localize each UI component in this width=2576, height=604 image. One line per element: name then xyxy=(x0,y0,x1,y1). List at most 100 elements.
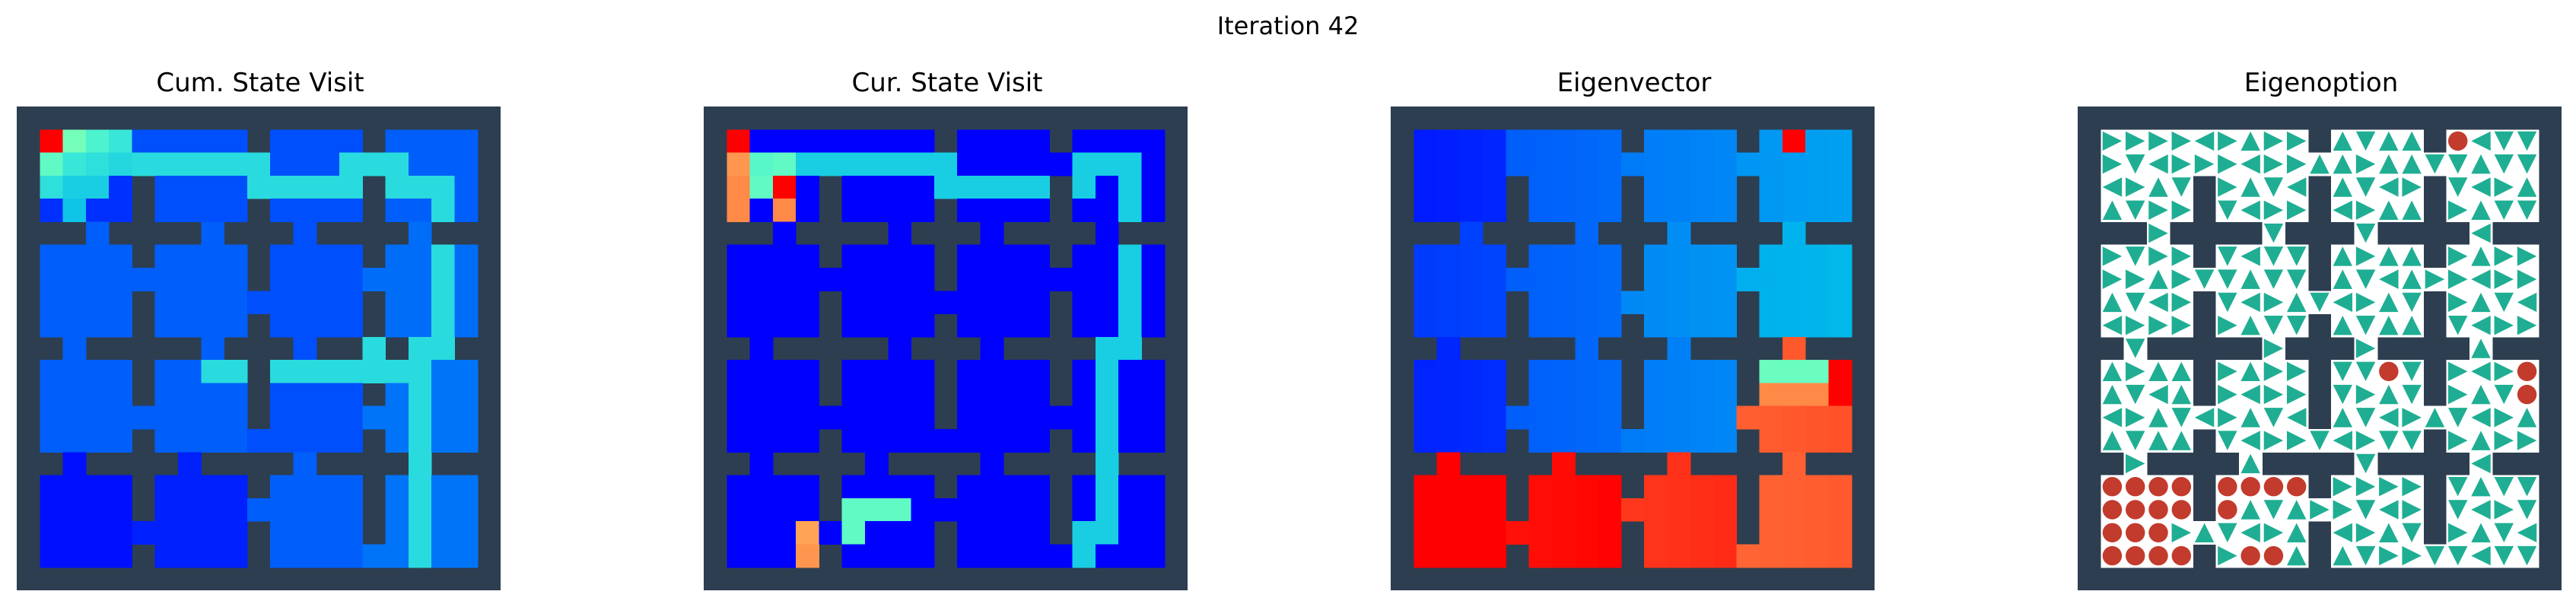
heat-cell xyxy=(865,498,889,522)
action-arrow xyxy=(2402,315,2422,335)
heat-cell xyxy=(1713,405,1737,430)
heat-cell xyxy=(1436,383,1461,407)
heat-cell xyxy=(1003,360,1027,384)
heat-cell xyxy=(1141,360,1166,384)
heat-cell xyxy=(40,475,64,499)
heat-cell xyxy=(1049,268,1073,291)
heat-cell xyxy=(1552,175,1576,199)
heat-cell xyxy=(1782,221,1806,246)
heat-cell xyxy=(1667,152,1691,176)
heat-cell xyxy=(1118,383,1143,407)
action-arrow xyxy=(2402,292,2422,313)
action-arrow xyxy=(2218,315,2237,335)
action-arrow xyxy=(2333,408,2353,428)
action-arrow xyxy=(2125,339,2145,358)
heat-cell xyxy=(362,268,386,291)
panel-title-eigenvector: Eigenvector xyxy=(1557,68,1712,98)
heat-cell xyxy=(1436,129,1461,154)
heat-cell xyxy=(85,291,110,315)
heat-cell xyxy=(749,336,774,361)
heat-cell xyxy=(1828,291,1852,315)
heat-cell xyxy=(1575,498,1599,522)
heat-cell xyxy=(408,244,432,269)
action-arrow xyxy=(2125,131,2145,151)
heat-cell xyxy=(980,129,1004,154)
heat-cell xyxy=(727,475,751,499)
heat-cell xyxy=(1828,244,1852,269)
action-arrow xyxy=(2333,200,2353,221)
heat-cell xyxy=(1713,244,1737,269)
heat-cell xyxy=(957,360,981,384)
heat-cell xyxy=(431,268,456,291)
action-arrow xyxy=(2355,292,2376,313)
heat-cell xyxy=(1003,268,1027,291)
heat-cell xyxy=(40,268,64,291)
heat-cell xyxy=(1828,268,1852,291)
heat-cell xyxy=(957,383,981,407)
heat-cell xyxy=(911,383,935,407)
heat-cell xyxy=(154,475,179,499)
heat-cell xyxy=(109,199,133,223)
action-arrow xyxy=(2333,131,2353,151)
action-arrow xyxy=(2517,523,2537,543)
action-arrow xyxy=(2171,154,2192,174)
heat-cell xyxy=(1483,244,1507,269)
action-arrow xyxy=(2402,269,2422,289)
heat-cell xyxy=(1575,521,1599,545)
heat-cell xyxy=(749,452,774,476)
heat-cell xyxy=(362,544,386,568)
heat-cell xyxy=(749,521,774,545)
heat-cell xyxy=(339,175,363,199)
heat-cell xyxy=(246,429,271,453)
heat-cell xyxy=(1436,452,1461,476)
action-arrow xyxy=(2517,545,2537,566)
action-arrow xyxy=(2263,315,2284,335)
heat-cell xyxy=(109,521,133,545)
terminate-dot xyxy=(2125,500,2145,520)
heat-cell xyxy=(178,244,202,269)
action-arrow xyxy=(2355,315,2376,335)
heat-cell xyxy=(339,268,363,291)
heat-cell xyxy=(1141,313,1166,338)
heat-cell xyxy=(40,429,64,453)
action-arrow xyxy=(2471,223,2491,243)
heat-cell xyxy=(865,360,889,384)
heat-cell xyxy=(1072,291,1096,315)
heat-cell xyxy=(62,129,87,154)
heat-cell xyxy=(293,152,317,176)
heat-cell xyxy=(749,313,774,338)
heat-cell xyxy=(1095,291,1119,315)
heat-cell xyxy=(796,360,820,384)
terminate-dot xyxy=(2263,476,2284,497)
heat-cell xyxy=(911,360,935,384)
heat-cell xyxy=(1667,475,1691,499)
heat-cell xyxy=(1644,405,1668,430)
heat-cell xyxy=(841,498,866,522)
heat-cell xyxy=(109,129,133,154)
heat-cell xyxy=(1644,129,1668,154)
heat-cell xyxy=(1828,313,1852,338)
action-arrow xyxy=(2333,523,2353,543)
heat-cell xyxy=(270,498,294,522)
heat-cell xyxy=(62,268,87,291)
heat-cell xyxy=(933,291,958,315)
action-arrow xyxy=(2240,500,2260,520)
heat-cell xyxy=(841,199,866,223)
heat-cell xyxy=(1713,175,1737,199)
heat-cell xyxy=(1072,268,1096,291)
heat-cell xyxy=(85,175,110,199)
heat-cell xyxy=(1459,221,1484,246)
action-arrow xyxy=(2240,154,2260,174)
heat-cell xyxy=(293,129,317,154)
action-arrow xyxy=(2333,384,2353,405)
heat-cell xyxy=(749,475,774,499)
heat-cell xyxy=(1414,498,1438,522)
heat-cell xyxy=(772,544,797,568)
heat-cell xyxy=(270,429,294,453)
action-arrow xyxy=(2218,200,2237,221)
heat-cell xyxy=(224,175,248,199)
action-arrow xyxy=(2286,523,2307,543)
heat-cell xyxy=(154,199,179,223)
heat-cell xyxy=(154,129,179,154)
heat-cell xyxy=(980,268,1004,291)
